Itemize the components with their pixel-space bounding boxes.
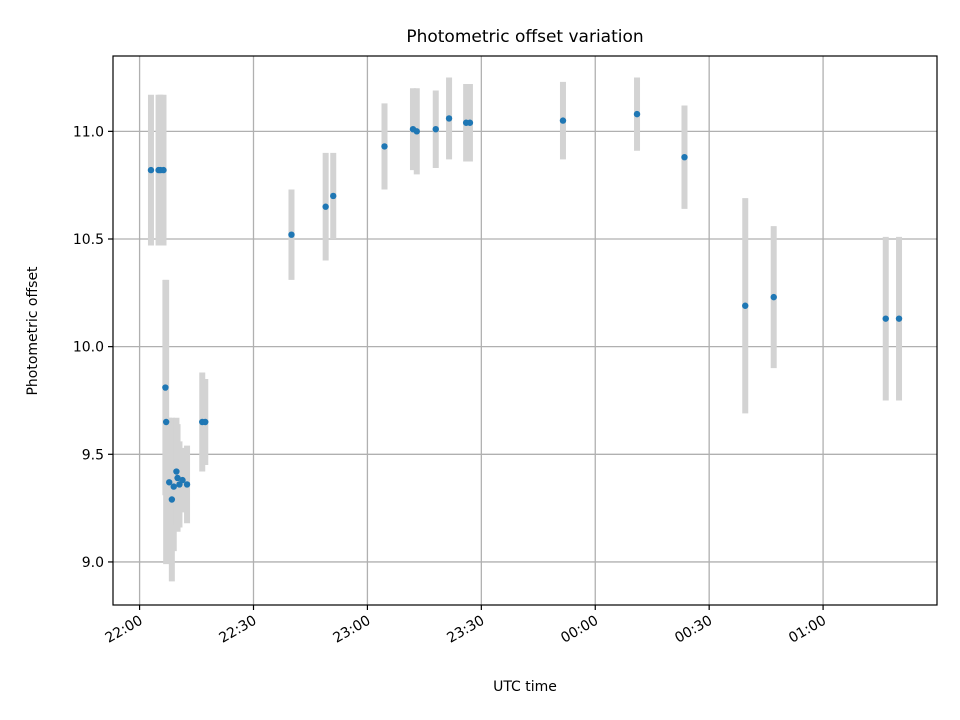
data-point: [432, 126, 439, 133]
point-layer: [147, 110, 903, 503]
data-point: [381, 143, 388, 150]
data-point: [179, 476, 186, 484]
data-point: [202, 418, 209, 426]
error-bar-layer: [147, 77, 903, 582]
data-point: [330, 192, 337, 200]
chart-title: Photometric offset variation: [406, 27, 643, 47]
x-axis-label: UTC time: [493, 679, 557, 695]
x-tick-label: 22:00: [103, 613, 146, 647]
data-point: [162, 384, 169, 391]
data-point: [413, 128, 420, 135]
x-tick-label: 01:00: [786, 613, 829, 647]
y-tick-label: 10.5: [73, 232, 104, 248]
y-tick-label: 11.0: [73, 124, 104, 140]
data-point: [633, 110, 641, 118]
data-point: [147, 166, 155, 174]
data-point: [165, 479, 173, 486]
x-tick-label: 00:30: [672, 613, 715, 647]
grid-layer: [113, 56, 937, 605]
plot-frame: [112, 55, 938, 606]
x-tick-label: 23:00: [330, 613, 373, 647]
y-tick-label: 10.0: [73, 340, 104, 356]
data-point: [183, 481, 191, 488]
data-point: [895, 315, 903, 322]
data-point: [882, 315, 889, 322]
data-point: [466, 119, 474, 126]
data-point: [160, 166, 167, 174]
x-tick-label: 00:00: [558, 613, 601, 647]
data-point: [742, 302, 749, 309]
data-point: [681, 153, 688, 161]
data-point: [170, 483, 177, 490]
x-tick-label: 22:30: [217, 613, 260, 647]
y-tick-label: 9.5: [82, 447, 104, 463]
data-point: [288, 231, 295, 238]
x-tick-label: 23:30: [444, 613, 487, 647]
data-point: [162, 418, 170, 426]
data-point: [322, 203, 329, 210]
data-point: [559, 117, 567, 124]
tick-layer: 22:00 22:30 23:00 23:30 00:00 00:30 01:00 9.0 9.…: [73, 124, 829, 646]
y-tick-label: 9.0: [82, 555, 104, 571]
data-point: [168, 496, 176, 503]
data-point: [770, 293, 777, 301]
data-point: [173, 468, 180, 475]
data-point: [174, 474, 181, 482]
data-point: [445, 115, 453, 122]
y-axis-label: Photometric offset: [25, 266, 41, 396]
